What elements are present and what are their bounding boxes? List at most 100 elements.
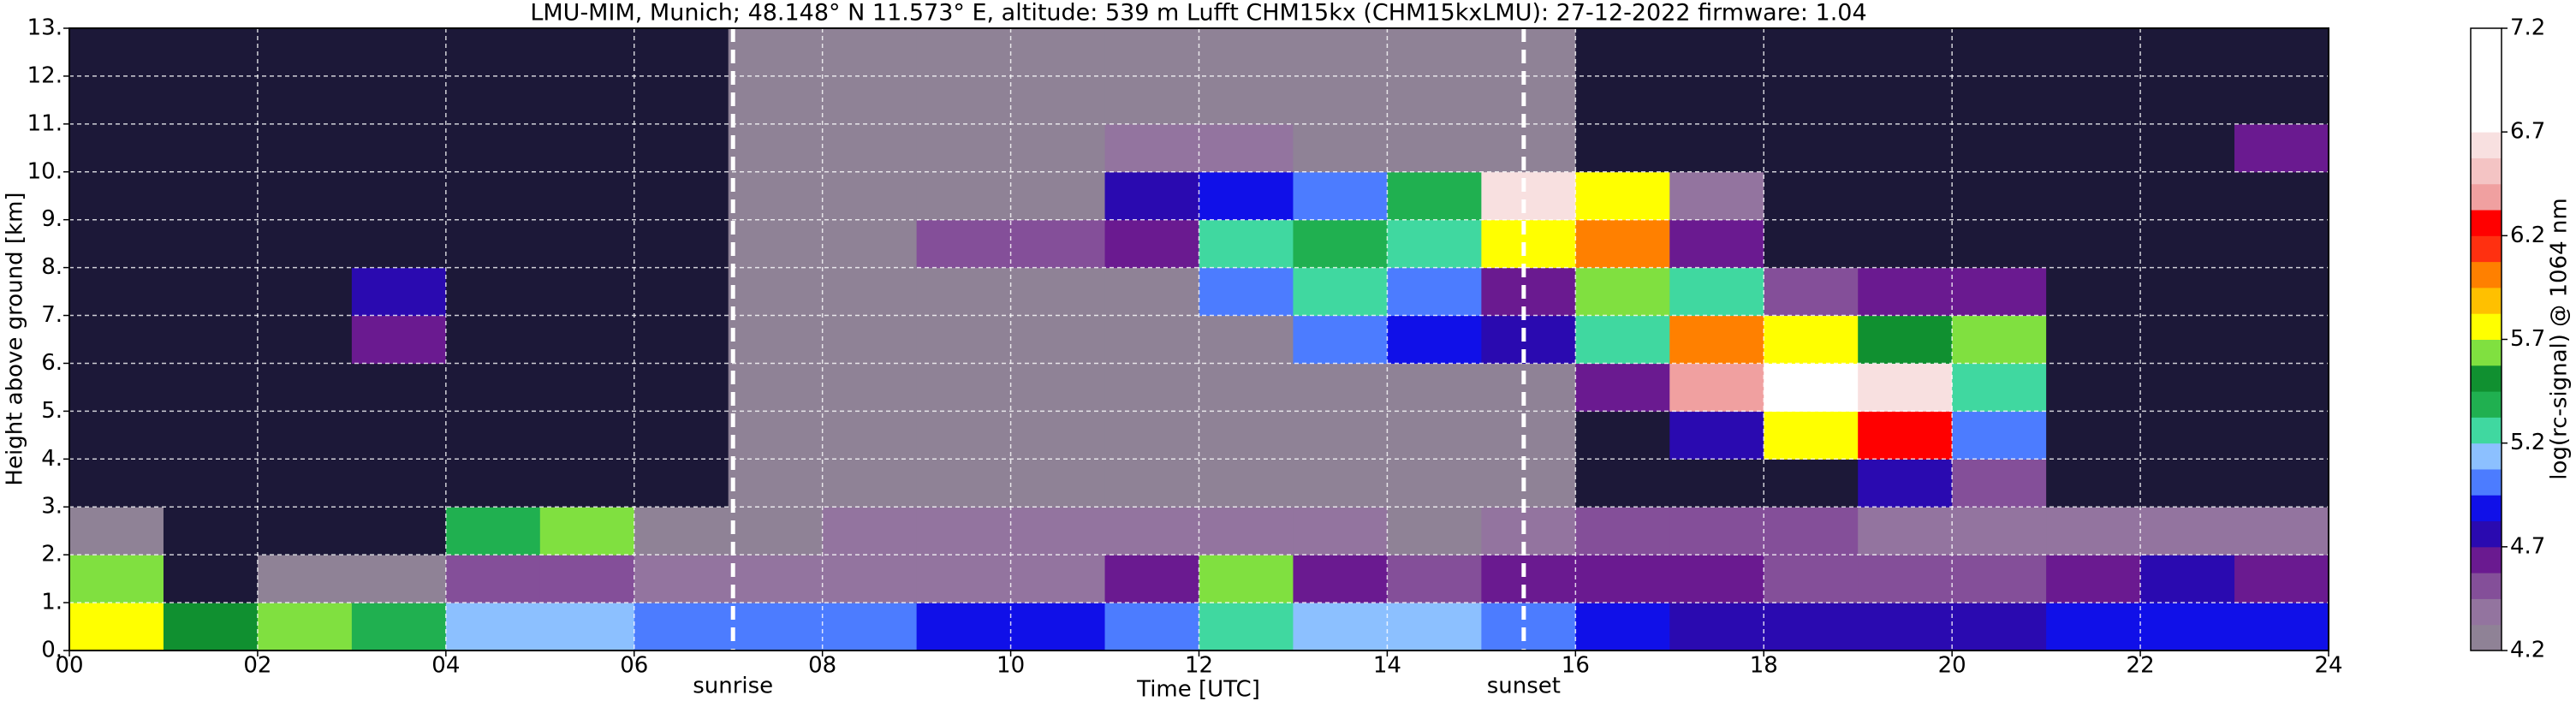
y-tick-label: 3. <box>41 494 62 520</box>
heatmap-cell <box>539 28 635 77</box>
heatmap-cell <box>634 219 729 269</box>
heatmap-cell <box>1858 267 1953 317</box>
heatmap-cell <box>1575 219 1670 269</box>
heatmap-cell <box>1387 219 1482 269</box>
heatmap-cell <box>1387 603 1482 651</box>
heatmap-cell <box>163 28 259 77</box>
heatmap-cell <box>69 75 164 125</box>
heatmap-cell <box>822 219 918 269</box>
heatmap-cell <box>1858 363 1953 412</box>
colorbar-swatch <box>2471 157 2502 185</box>
heatmap-cell <box>916 219 1012 269</box>
heatmap-cell <box>1764 267 1859 317</box>
heatmap-cell <box>445 315 541 364</box>
heatmap-cell <box>2234 363 2329 412</box>
heatmap-cell <box>1293 411 1388 460</box>
heatmap-cell <box>257 315 353 364</box>
heatmap-cell <box>2046 603 2141 651</box>
heatmap-cell <box>2140 171 2235 221</box>
heatmap-cell <box>1575 75 1670 125</box>
heatmap-cell <box>2234 28 2329 77</box>
heatmap-cell <box>445 603 541 651</box>
heatmap-cell <box>351 459 447 508</box>
heatmap-cell <box>916 603 1012 651</box>
heatmap-cell <box>822 363 918 412</box>
heatmap-cell <box>2046 267 2141 317</box>
heatmap-cell <box>257 603 353 651</box>
heatmap-cell <box>1293 171 1388 221</box>
heatmap-cell <box>916 123 1012 173</box>
heatmap-cell <box>69 411 164 460</box>
heatmap-cell <box>351 507 447 556</box>
heatmap-cell <box>539 555 635 603</box>
heatmap-cell <box>1387 267 1482 317</box>
colorbar-swatch <box>2471 261 2502 288</box>
heatmap-cell <box>1481 123 1576 173</box>
heatmap-cell <box>163 555 259 603</box>
heatmap-cell <box>1010 75 1106 125</box>
heatmap-cell <box>1293 555 1388 603</box>
heatmap-cell <box>822 315 918 364</box>
y-tick-label: 4. <box>41 446 62 472</box>
heatmap-cell <box>634 603 729 651</box>
colorbar-swatch <box>2471 105 2502 133</box>
y-tick-label: 12. <box>27 62 62 88</box>
heatmap-cell <box>1387 459 1482 508</box>
heatmap-cell <box>1199 123 1294 173</box>
heatmap-cell <box>445 219 541 269</box>
heatmap-cell <box>1764 171 1859 221</box>
heatmap-cell <box>163 507 259 556</box>
heatmap-cell <box>351 363 447 412</box>
heatmap-cell <box>2234 555 2329 603</box>
colorbar-swatch <box>2471 28 2502 55</box>
colorbar-swatch <box>2471 468 2502 496</box>
heatmap-cell <box>163 267 259 317</box>
heatmap-cell <box>445 123 541 173</box>
heatmap-cell <box>728 555 824 603</box>
heatmap-cell <box>1858 507 1953 556</box>
heatmap-cell <box>1010 555 1106 603</box>
heatmap-cell <box>1669 123 1764 173</box>
y-tick-label: 11. <box>27 110 62 136</box>
heatmap-cell <box>2234 459 2329 508</box>
heatmap-cell <box>445 28 541 77</box>
colorbar-swatch <box>2471 339 2502 366</box>
heatmap-cell <box>1669 315 1764 364</box>
heatmap-cell <box>445 75 541 125</box>
colorbar-swatch <box>2471 132 2502 158</box>
heatmap-cell <box>1199 171 1294 221</box>
heatmap-cell <box>1293 315 1388 364</box>
heatmap-cell <box>539 459 635 508</box>
plot-frame <box>68 27 2329 651</box>
heatmap-cell <box>351 123 447 173</box>
heatmap-cell <box>163 123 259 173</box>
heatmap-cell <box>1575 171 1670 221</box>
heatmap-cell <box>1481 363 1576 412</box>
heatmap-cell <box>728 28 824 77</box>
heatmap-cell <box>1481 219 1576 269</box>
heatmap-cell <box>1764 603 1859 651</box>
heatmap-cell <box>1481 315 1576 364</box>
heatmap-cell <box>539 267 635 317</box>
heatmap-cell <box>1575 28 1670 77</box>
heatmap-cell <box>2046 363 2141 412</box>
heatmap-cell <box>2140 75 2235 125</box>
heatmap-cell <box>1104 459 1199 508</box>
heatmap-cell <box>1387 411 1482 460</box>
heatmap-cell <box>2046 315 2141 364</box>
heatmap-cell <box>1764 123 1859 173</box>
heatmap-cell <box>2234 267 2329 317</box>
heatmap-cell <box>1104 507 1199 556</box>
heatmap-cell <box>539 75 635 125</box>
heatmap-cell <box>1764 411 1859 460</box>
colorbar-swatch <box>2471 443 2502 470</box>
heatmap-cell <box>2140 28 2235 77</box>
colorbar-tick-label: 5.7 <box>2510 326 2545 352</box>
heatmap-cell <box>1669 411 1764 460</box>
heatmap-cell <box>1387 171 1482 221</box>
heatmap-cell <box>822 555 918 603</box>
heatmap-cell <box>2234 411 2329 460</box>
y-tick-label: 5. <box>41 398 62 424</box>
colorbar-tick-label: 6.2 <box>2510 223 2545 248</box>
heatmap-cell <box>163 75 259 125</box>
